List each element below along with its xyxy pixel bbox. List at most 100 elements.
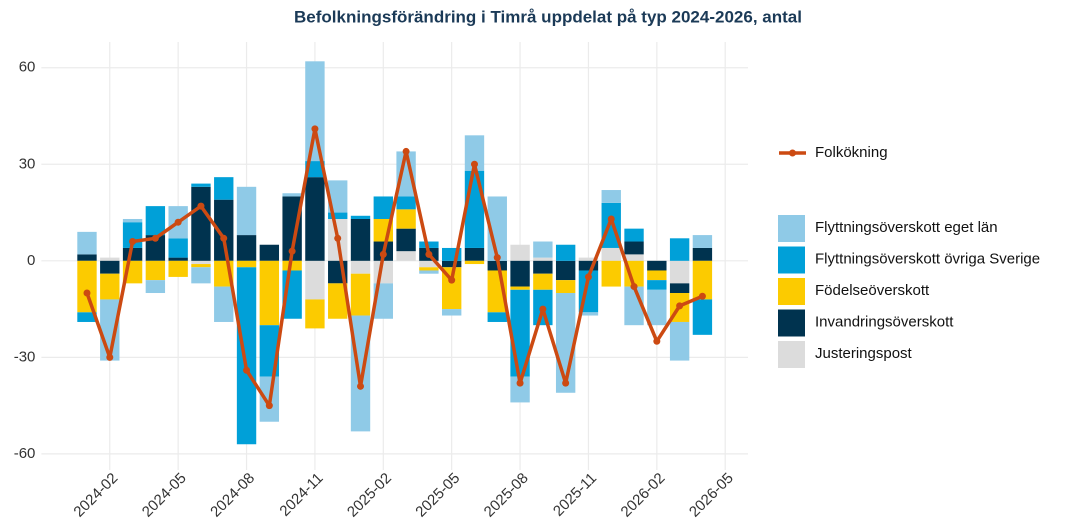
bar (77, 231, 97, 255)
bar (692, 247, 713, 261)
bar (419, 260, 439, 268)
bar (236, 260, 257, 268)
bar (396, 251, 416, 261)
bar (578, 260, 599, 271)
bar (100, 273, 120, 300)
bar (305, 299, 325, 329)
y-tick-label: 0 (27, 252, 35, 269)
line-point (197, 202, 205, 210)
legend-point (789, 149, 796, 157)
bar (396, 209, 416, 229)
line-point (630, 283, 638, 291)
legend-swatch (778, 246, 805, 274)
y-tick-label: -30 (14, 348, 36, 365)
bar (214, 177, 234, 200)
bar (168, 260, 188, 277)
bar (145, 260, 166, 281)
line-point (265, 402, 273, 410)
line-point (562, 379, 570, 387)
bar (305, 161, 325, 178)
x-tick-label: 2026-02 (618, 470, 669, 521)
bar (510, 286, 530, 290)
bar (350, 218, 371, 261)
line-point (470, 160, 478, 168)
bar (624, 228, 644, 242)
bar (419, 241, 439, 248)
line-point (151, 234, 159, 242)
line (85, 127, 704, 408)
bar (259, 244, 280, 261)
line-point (425, 250, 433, 258)
line-point (129, 238, 137, 246)
legend-swatch (778, 215, 805, 242)
bar (441, 267, 462, 310)
bar (647, 260, 667, 271)
bar (533, 260, 553, 274)
line-point (220, 234, 228, 242)
line-point (174, 218, 182, 226)
bar (601, 260, 621, 287)
bar (510, 244, 530, 261)
bar (191, 186, 211, 261)
bar (464, 260, 485, 265)
bar (305, 61, 325, 162)
bar (373, 196, 393, 219)
bar (191, 183, 211, 187)
x-tick-label: 2024-11 (276, 470, 326, 520)
line-point (83, 289, 91, 297)
bar (145, 280, 166, 294)
legend-swatch (778, 278, 805, 305)
bar (214, 286, 234, 322)
x-tick-label: 2025-08 (481, 470, 532, 521)
legend-label: Födelseöverskott (815, 282, 930, 299)
bar (578, 257, 599, 261)
legend-swatch (778, 309, 805, 337)
bar (510, 260, 530, 287)
bar (350, 215, 371, 219)
bar (236, 235, 257, 261)
bar (145, 206, 166, 236)
x-tick-label: 2024-05 (139, 470, 190, 521)
line-point (379, 250, 387, 258)
line-point (653, 337, 661, 345)
bar (692, 235, 713, 248)
bar (259, 260, 280, 326)
bar (533, 273, 553, 290)
x-tick-label: 2025-11 (550, 470, 600, 520)
bar (396, 151, 416, 197)
bar (601, 247, 621, 261)
bar (191, 264, 211, 268)
bar (350, 260, 371, 274)
bar (122, 218, 143, 223)
line-point (539, 305, 547, 313)
x-tick-label: 2024-08 (207, 470, 258, 521)
bar (624, 254, 644, 261)
bar (396, 228, 416, 252)
y-tick-label: 60 (19, 59, 36, 76)
bar (624, 241, 644, 255)
bar (77, 254, 97, 261)
bar (669, 283, 690, 294)
bar (555, 260, 576, 281)
bar (692, 299, 713, 335)
bar (77, 312, 97, 322)
bar (555, 244, 576, 261)
bar (282, 196, 302, 261)
bar (555, 280, 576, 294)
bar (441, 260, 462, 268)
bar (168, 257, 188, 261)
bar (236, 186, 257, 236)
bar (305, 177, 325, 261)
bar (419, 267, 439, 271)
bar (419, 270, 439, 274)
bars (77, 61, 713, 445)
line-point (516, 379, 524, 387)
bar (191, 267, 211, 284)
line-point (288, 247, 296, 255)
bar (396, 196, 416, 210)
bar (77, 260, 97, 313)
bar (145, 235, 166, 261)
x-tick-label: 2024-02 (70, 470, 121, 521)
line-point (334, 234, 342, 242)
bar (100, 260, 120, 274)
